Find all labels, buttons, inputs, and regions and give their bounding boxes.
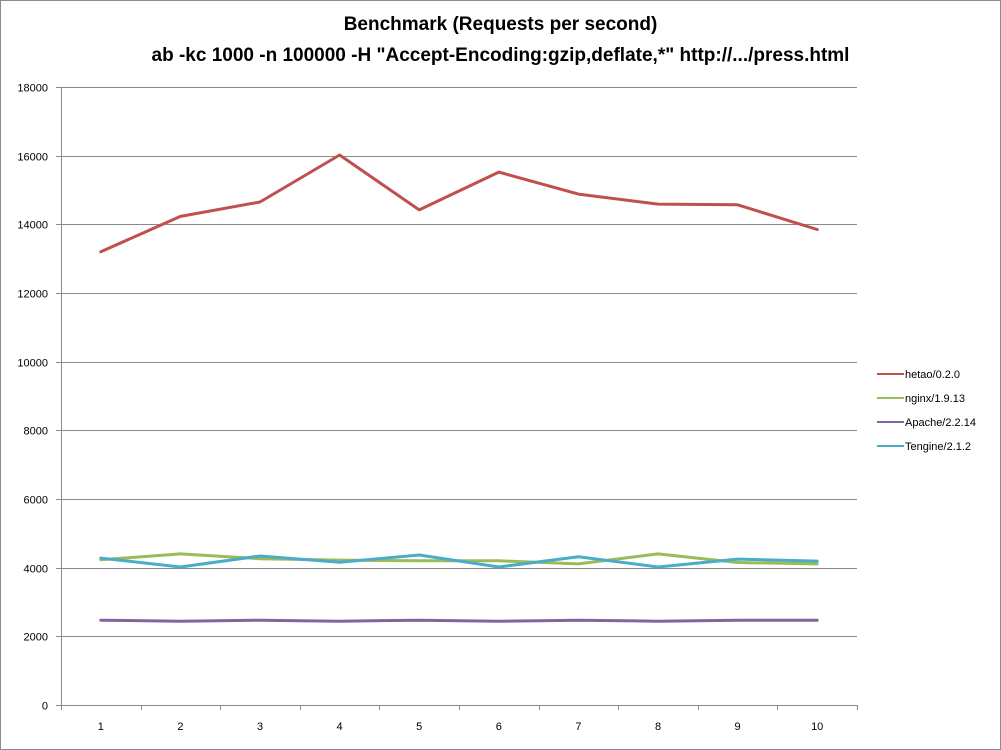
y-tick-label: 10000: [17, 358, 48, 370]
x-tick-label: 7: [575, 721, 581, 733]
legend: hetao/0.2.0 nginx/1.9.13 Apache/2.2.14 Teng…: [877, 369, 976, 453]
y-tick-label: 2000: [24, 632, 48, 644]
y-tick-label: 0: [42, 701, 48, 713]
legend-label: nginx/1.9.13: [905, 393, 965, 405]
axes: [61, 87, 857, 706]
legend-label: hetao/0.2.0: [905, 369, 960, 381]
y-tick-label: 4000: [24, 564, 48, 576]
legend-label: Apache/2.2.14: [905, 417, 976, 429]
legend-label: Tengine/2.1.2: [905, 441, 971, 453]
series-lines: [99, 153, 819, 623]
x-axis-ticks: 1 2 3 4 5 6 7 8 9 10: [61, 705, 858, 733]
series-line-3: [99, 618, 819, 623]
y-axis-ticks: 0 2000 4000 6000 8000 10000 12000 14000 16000 180…: [17, 83, 61, 713]
y-tick-label: 18000: [17, 83, 48, 95]
series-line-4: [99, 553, 819, 569]
x-tick-label: 6: [496, 721, 502, 733]
x-tick-label: 5: [416, 721, 422, 733]
x-tick-label: 2: [177, 721, 183, 733]
y-tick-label: 6000: [24, 495, 48, 507]
x-tick-label: 10: [811, 721, 823, 733]
chart-title: Benchmark (Requests per second): [343, 14, 658, 35]
y-tick-label: 14000: [17, 220, 48, 232]
grid-lines: [61, 87, 857, 637]
x-tick-label: 1: [98, 721, 104, 733]
chart-subtitle: ab -kc 1000 -n 100000 -H "Accept-Encodin…: [151, 45, 850, 66]
y-tick-label: 16000: [17, 152, 48, 164]
series-line-1: [99, 153, 819, 254]
y-tick-label: 12000: [17, 289, 48, 301]
x-tick-label: 8: [655, 721, 661, 733]
x-tick-label: 9: [735, 721, 741, 733]
x-tick-label: 3: [257, 721, 263, 733]
y-tick-label: 8000: [24, 426, 48, 438]
x-tick-label: 4: [337, 721, 343, 733]
